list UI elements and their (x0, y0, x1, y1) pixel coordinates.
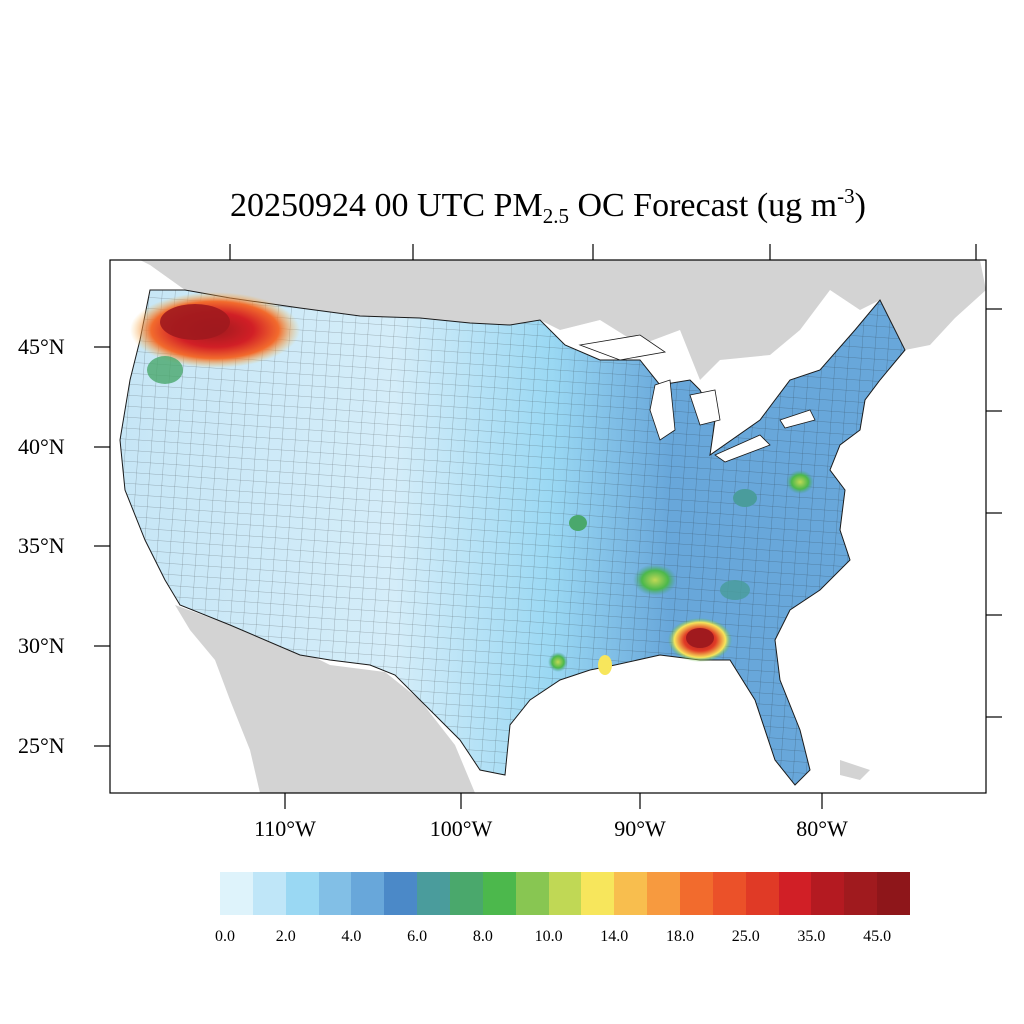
colorbar-swatch (647, 872, 681, 915)
lon-label-80w: 80°W (796, 816, 848, 841)
lat-label-30: 30°N (18, 633, 65, 658)
hotspot-virginia (786, 470, 814, 494)
hotspot-louisiana (548, 652, 568, 672)
colorbar-swatch (318, 872, 352, 915)
colorbar-swatch (844, 872, 878, 915)
hotspot-west-virginia (733, 489, 757, 507)
axis-ticks (94, 244, 1002, 809)
colorbar-tick-label: 4.0 (341, 928, 362, 945)
lat-label-25: 25°N (18, 733, 65, 758)
hotspot-mississippi-river (598, 655, 612, 675)
colorbar-swatch (515, 872, 549, 915)
colorbar-swatch (548, 872, 582, 915)
colorbar-swatch (811, 872, 845, 915)
colorbar-tick-label: 6.0 (407, 928, 428, 945)
colorbar-swatch (252, 872, 286, 915)
colorbar-tick-label: 45.0 (863, 928, 892, 945)
colorbar-tick-label: 2.0 (275, 928, 296, 945)
colorbar-tick-label: 0.0 (215, 928, 235, 945)
colorbar-tick-label: 10.0 (534, 928, 563, 945)
colorbar-swatch (581, 872, 615, 915)
colorbar-swatch (482, 872, 516, 915)
hotspot-arkansas (569, 515, 587, 531)
colorbar-swatch (417, 872, 451, 915)
colorbar-swatch (712, 872, 746, 915)
hotspot-oregon-green (147, 356, 183, 384)
hotspot-washington-core (160, 304, 230, 340)
map-title: 20250924 00 UTC PM2.5 OC Forecast (ug m-… (230, 184, 866, 228)
lon-label-90w: 90°W (614, 816, 666, 841)
great-lakes (578, 334, 816, 463)
colorbar-swatch (745, 872, 779, 915)
colorbar-swatch (778, 872, 812, 915)
colorbar-swatch (614, 872, 648, 915)
canada-land (140, 260, 986, 380)
colorbar-tick-label: 14.0 (600, 928, 629, 945)
mexico-land (175, 605, 475, 793)
colorbar-swatch (450, 872, 483, 915)
colorbar-tick-label: 35.0 (797, 928, 826, 945)
lat-label-45: 45°N (18, 334, 65, 359)
map-frame (109, 259, 987, 794)
hotspot-alabama-core (686, 628, 714, 648)
colorbar-swatch (351, 872, 385, 915)
lon-label-100w: 100°W (429, 816, 493, 841)
colorbar-swatch (220, 872, 253, 915)
lat-label-40: 40°N (18, 434, 65, 459)
colorbar-tick-label: 18.0 (666, 928, 694, 945)
colorbar-tick-label: 8.0 (472, 928, 493, 945)
colorbar-tick-label: 25.0 (731, 928, 760, 945)
colorbar-swatch (680, 872, 713, 915)
colorbar-swatch (877, 872, 911, 915)
caribbean-land (840, 760, 870, 780)
hotspot-mississippi (633, 564, 677, 596)
lat-label-35: 35°N (18, 533, 65, 558)
lon-label-110w: 110°W (254, 816, 316, 841)
colorbar-swatch (384, 872, 418, 915)
colorbar-swatch (285, 872, 319, 915)
colorbar (220, 872, 911, 915)
hotspot-georgia (720, 580, 750, 600)
